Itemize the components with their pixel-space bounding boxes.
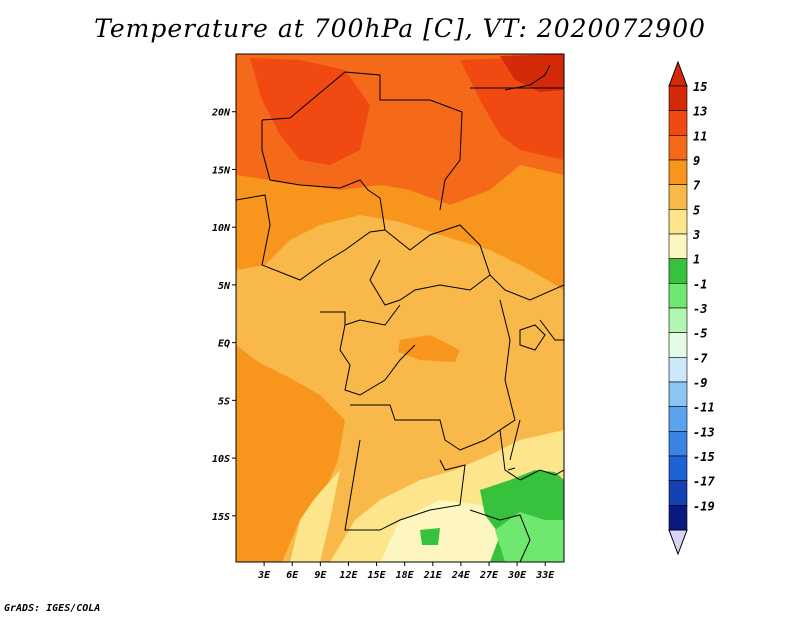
colorbar-swatch bbox=[668, 357, 688, 383]
colorbar-bottom-arrow bbox=[668, 529, 688, 556]
border-car-sudan bbox=[384, 224, 564, 301]
lat-tick-label: 5N bbox=[218, 281, 231, 292]
colorbar-swatch bbox=[668, 209, 688, 235]
colorbar-swatch bbox=[668, 332, 688, 358]
lat-tick-label: 5S bbox=[218, 396, 230, 407]
colorbar-swatch bbox=[668, 184, 688, 210]
lon-tick-label: 24E bbox=[451, 570, 471, 581]
colorbar-swatch bbox=[668, 406, 688, 432]
border-mozambique bbox=[519, 469, 564, 481]
colorbar-swatch bbox=[668, 159, 688, 185]
temperature-field bbox=[236, 54, 564, 562]
colorbar-label: -9 bbox=[693, 376, 707, 390]
border-car-south bbox=[369, 259, 491, 306]
field-minus1-1 bbox=[495, 512, 564, 562]
colorbar-label: -7 bbox=[693, 351, 708, 365]
lon-tick-label: 33E bbox=[535, 570, 555, 581]
lake-victoria bbox=[519, 324, 546, 351]
lon-tick-label: 27E bbox=[479, 570, 499, 581]
map-frame bbox=[235, 53, 565, 563]
border-niger-nigeria bbox=[261, 120, 386, 231]
colorbar-swatch bbox=[668, 135, 688, 161]
colorbar-label: -5 bbox=[693, 327, 707, 341]
footer-credit: GrADS: IGES/COLA bbox=[4, 603, 101, 614]
colorbar: 15 13 11 9 7 5 3 1 -1 -3 -5 -7 -9 -11 -13 -15 -17 -19 bbox=[668, 60, 715, 556]
colorbar-swatch bbox=[668, 283, 688, 309]
colorbar-label: 11 bbox=[693, 129, 707, 143]
field-1-3-small bbox=[420, 528, 440, 545]
lon-tick-label: 12E bbox=[339, 570, 358, 581]
border-gabon-congo bbox=[320, 304, 401, 326]
colorbar-swatch bbox=[668, 110, 688, 136]
border-east bbox=[539, 319, 564, 341]
lat-tick-label: 15N bbox=[212, 165, 231, 176]
colorbar-swatch bbox=[668, 85, 688, 111]
border-zimbabwe bbox=[469, 509, 531, 562]
colorbar-label: -1 bbox=[693, 277, 707, 291]
border-great-lakes bbox=[499, 299, 521, 481]
colorbar-swatch bbox=[668, 233, 688, 259]
lat-tick-label: 10N bbox=[212, 223, 231, 234]
colorbar-label: -17 bbox=[693, 475, 715, 489]
field-9-11-southwest bbox=[236, 345, 345, 562]
colorbar-label: -11 bbox=[693, 401, 715, 415]
colorbar-label: 5 bbox=[693, 203, 700, 217]
lat-tick-label: 10S bbox=[212, 454, 230, 465]
lon-tick-label: 30E bbox=[507, 570, 527, 581]
colorbar-label: -13 bbox=[693, 425, 715, 439]
colorbar-label: 3 bbox=[692, 228, 700, 242]
colorbar-swatch bbox=[668, 431, 688, 457]
colorbar-label: 1 bbox=[693, 253, 700, 267]
colorbar-label: -19 bbox=[693, 499, 715, 513]
colorbar-label: 13 bbox=[693, 105, 707, 119]
border-zambia-angola bbox=[344, 439, 466, 531]
lon-tick-label: 3E bbox=[257, 570, 271, 581]
colorbar-swatch bbox=[668, 480, 688, 506]
colorbar-swatch bbox=[668, 258, 688, 284]
border-sahel-north bbox=[261, 71, 463, 211]
colorbar-label: 9 bbox=[693, 154, 700, 168]
lon-tick-label: 15E bbox=[368, 570, 387, 581]
field-9-11-central bbox=[398, 335, 460, 362]
chart-title: Temperature at 700hPa [C], VT: 202007290… bbox=[94, 14, 706, 43]
colorbar-swatch bbox=[668, 381, 688, 407]
country-borders bbox=[236, 64, 564, 562]
lake-tanganyika bbox=[507, 419, 521, 471]
border-congo bbox=[339, 324, 416, 396]
colorbar-label: 15 bbox=[693, 80, 707, 94]
lon-tick-label: 18E bbox=[396, 570, 415, 581]
field-15-plus bbox=[500, 54, 564, 92]
lon-tick-label: 9E bbox=[314, 570, 327, 581]
colorbar-top-arrow bbox=[668, 60, 688, 87]
lon-tick-label: 21E bbox=[423, 570, 443, 581]
colorbar-label: 7 bbox=[693, 179, 701, 193]
colorbar-swatch bbox=[668, 455, 688, 481]
lon-tick-label: 6E bbox=[286, 570, 299, 581]
lat-tick-label: 20N bbox=[211, 108, 231, 119]
lat-tick-label: EQ bbox=[218, 339, 230, 350]
latitude-ticks: 20N 15N 10N 5N EQ 5S 10S 15S bbox=[211, 108, 236, 523]
colorbar-swatch bbox=[668, 505, 688, 531]
longitude-ticks: 3E 6E 9E 12E 15E 18E 21E 24E 27E 30E 33E bbox=[257, 562, 555, 581]
colorbar-label: -15 bbox=[693, 450, 715, 464]
field-13-15-west bbox=[250, 58, 370, 165]
colorbar-swatch bbox=[668, 307, 688, 333]
colorbar-label: -3 bbox=[693, 302, 707, 316]
border-west-africa bbox=[236, 194, 386, 281]
border-angola-drc bbox=[350, 404, 501, 451]
field-5-7-coast bbox=[290, 470, 340, 562]
lat-tick-label: 15S bbox=[212, 512, 230, 523]
